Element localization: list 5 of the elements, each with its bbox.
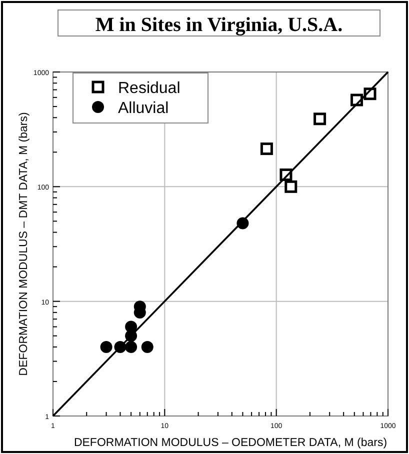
chart-title: M in Sites in Virginia, U.S.A. [95, 14, 343, 36]
legend-label: Residual [118, 80, 180, 97]
legend-label: Alluvial [118, 100, 169, 117]
y-axis-title: DEFORMATION MODULUS – DMT DATA, M (bars) [18, 112, 30, 376]
x-axis-title: DEFORMATION MODULUS – OEDOMETER DATA, M (bars) [74, 437, 388, 449]
